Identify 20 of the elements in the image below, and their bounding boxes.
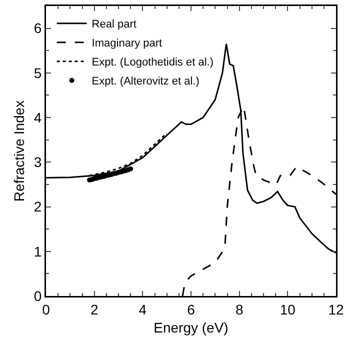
x-axis-title: Energy (eV) xyxy=(154,319,228,336)
legend-label: Expt. (Logothetidis et al.) xyxy=(92,56,214,69)
x-tick-label: 8 xyxy=(235,301,244,318)
y-tick-label: 0 xyxy=(34,288,42,304)
legend-label: Real part xyxy=(92,18,136,31)
y-axis-title: Refractive Index xyxy=(10,100,27,202)
y-tick-label: 2 xyxy=(34,198,42,215)
y-tick-label: 4 xyxy=(34,109,42,126)
x-tick-label: 12 xyxy=(328,301,344,318)
x-tick-label: 2 xyxy=(90,301,98,318)
y-tick-label: 6 xyxy=(34,20,42,36)
y-tick-label: 1 xyxy=(34,243,42,260)
y-tick-label: 3 xyxy=(34,154,42,170)
x-tick-label: 10 xyxy=(280,301,296,318)
legend-label: Expt. (Alterovitz et al.) xyxy=(92,76,200,88)
x-tick-label: 4 xyxy=(138,301,147,318)
y-tick-label: 5 xyxy=(34,64,42,81)
legend-label: Imaginary part xyxy=(92,38,162,50)
x-tick-label: 6 xyxy=(187,301,196,318)
point xyxy=(128,166,134,172)
